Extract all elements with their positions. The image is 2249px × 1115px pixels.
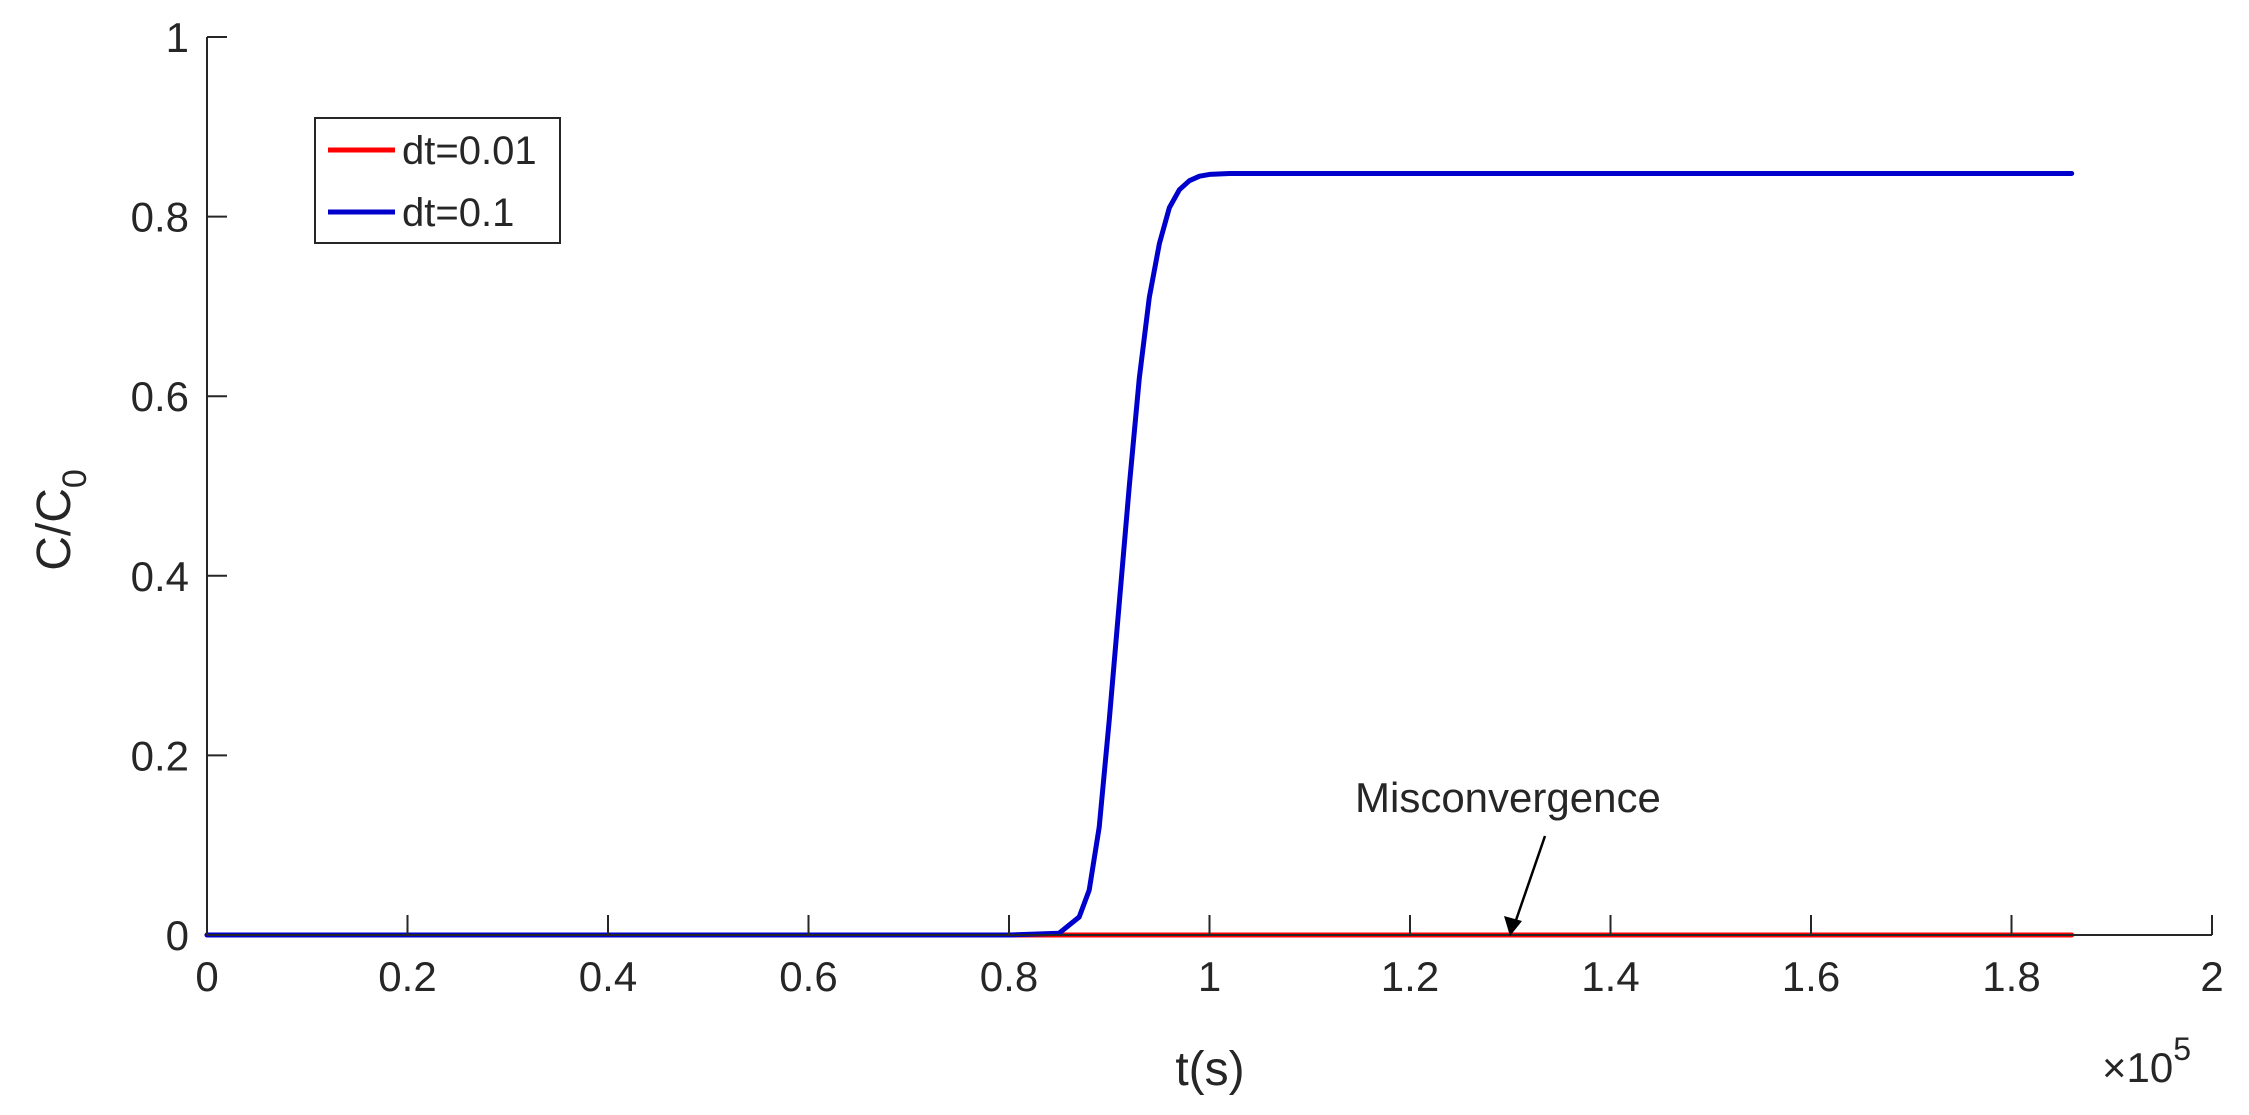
x-tick-label: 1.4 — [1581, 953, 1639, 1000]
x-exponent-base: ×10 — [2102, 1044, 2173, 1091]
y-tick-label: 1 — [166, 14, 189, 61]
legend-label-dt-0-01: dt=0.01 — [402, 129, 537, 173]
legend-label-dt-0-1: dt=0.1 — [402, 191, 514, 235]
x-tick-label: 1 — [1198, 953, 1221, 1000]
x-tick-label: 1.6 — [1782, 953, 1840, 1000]
y-tick-label: 0.8 — [131, 194, 189, 241]
y-tick-label: 0.6 — [131, 373, 189, 420]
axes-layer: 0 0.2 0.4 0.6 0.8 1 1.2 1.4 1.6 1.8 2 0 0.2 0.4 0.6 0.8… — [131, 14, 2224, 1000]
annotation-arrow-shaft — [1512, 835, 1547, 927]
legend-box — [314, 117, 561, 244]
x-tick-label: 0 — [195, 953, 218, 1000]
x-exponent-label: ×105 — [2102, 1031, 2191, 1091]
x-tick-label: 0.8 — [980, 953, 1038, 1000]
y-axis-label-subscript: 0 — [56, 469, 94, 488]
x-tick-label: 0.6 — [779, 953, 837, 1000]
series-line-dt-0-1 — [204, 171, 2075, 938]
annotation-misconvergence: Misconvergence — [1355, 774, 1661, 821]
svg-text:C/C0: C/C0 — [28, 469, 94, 571]
y-tick-label: 0.4 — [131, 553, 189, 600]
y-tick-label: 0.2 — [131, 732, 189, 779]
annotation-arrow-head — [1504, 916, 1522, 936]
x-axis-label: t(s) — [1175, 1043, 1244, 1096]
annotation-layer: Misconvergence — [1355, 774, 1661, 936]
x-exponent-power: 5 — [2173, 1031, 2191, 1067]
y-tick-label: 0 — [166, 912, 189, 959]
legend: dt=0.01 dt=0.1 — [314, 117, 561, 244]
x-tick-label: 0.2 — [378, 953, 436, 1000]
y-axis-label-main: C/C — [28, 488, 81, 571]
x-tick-label: 1.8 — [1982, 953, 2040, 1000]
x-tick-label: 0.4 — [579, 953, 637, 1000]
x-tick-label: 2 — [2200, 953, 2223, 1000]
labels-layer: t(s) C/C0 ×105 — [28, 469, 2191, 1096]
x-tick-label: 1.2 — [1381, 953, 1439, 1000]
y-axis-label: C/C0 — [28, 469, 94, 571]
